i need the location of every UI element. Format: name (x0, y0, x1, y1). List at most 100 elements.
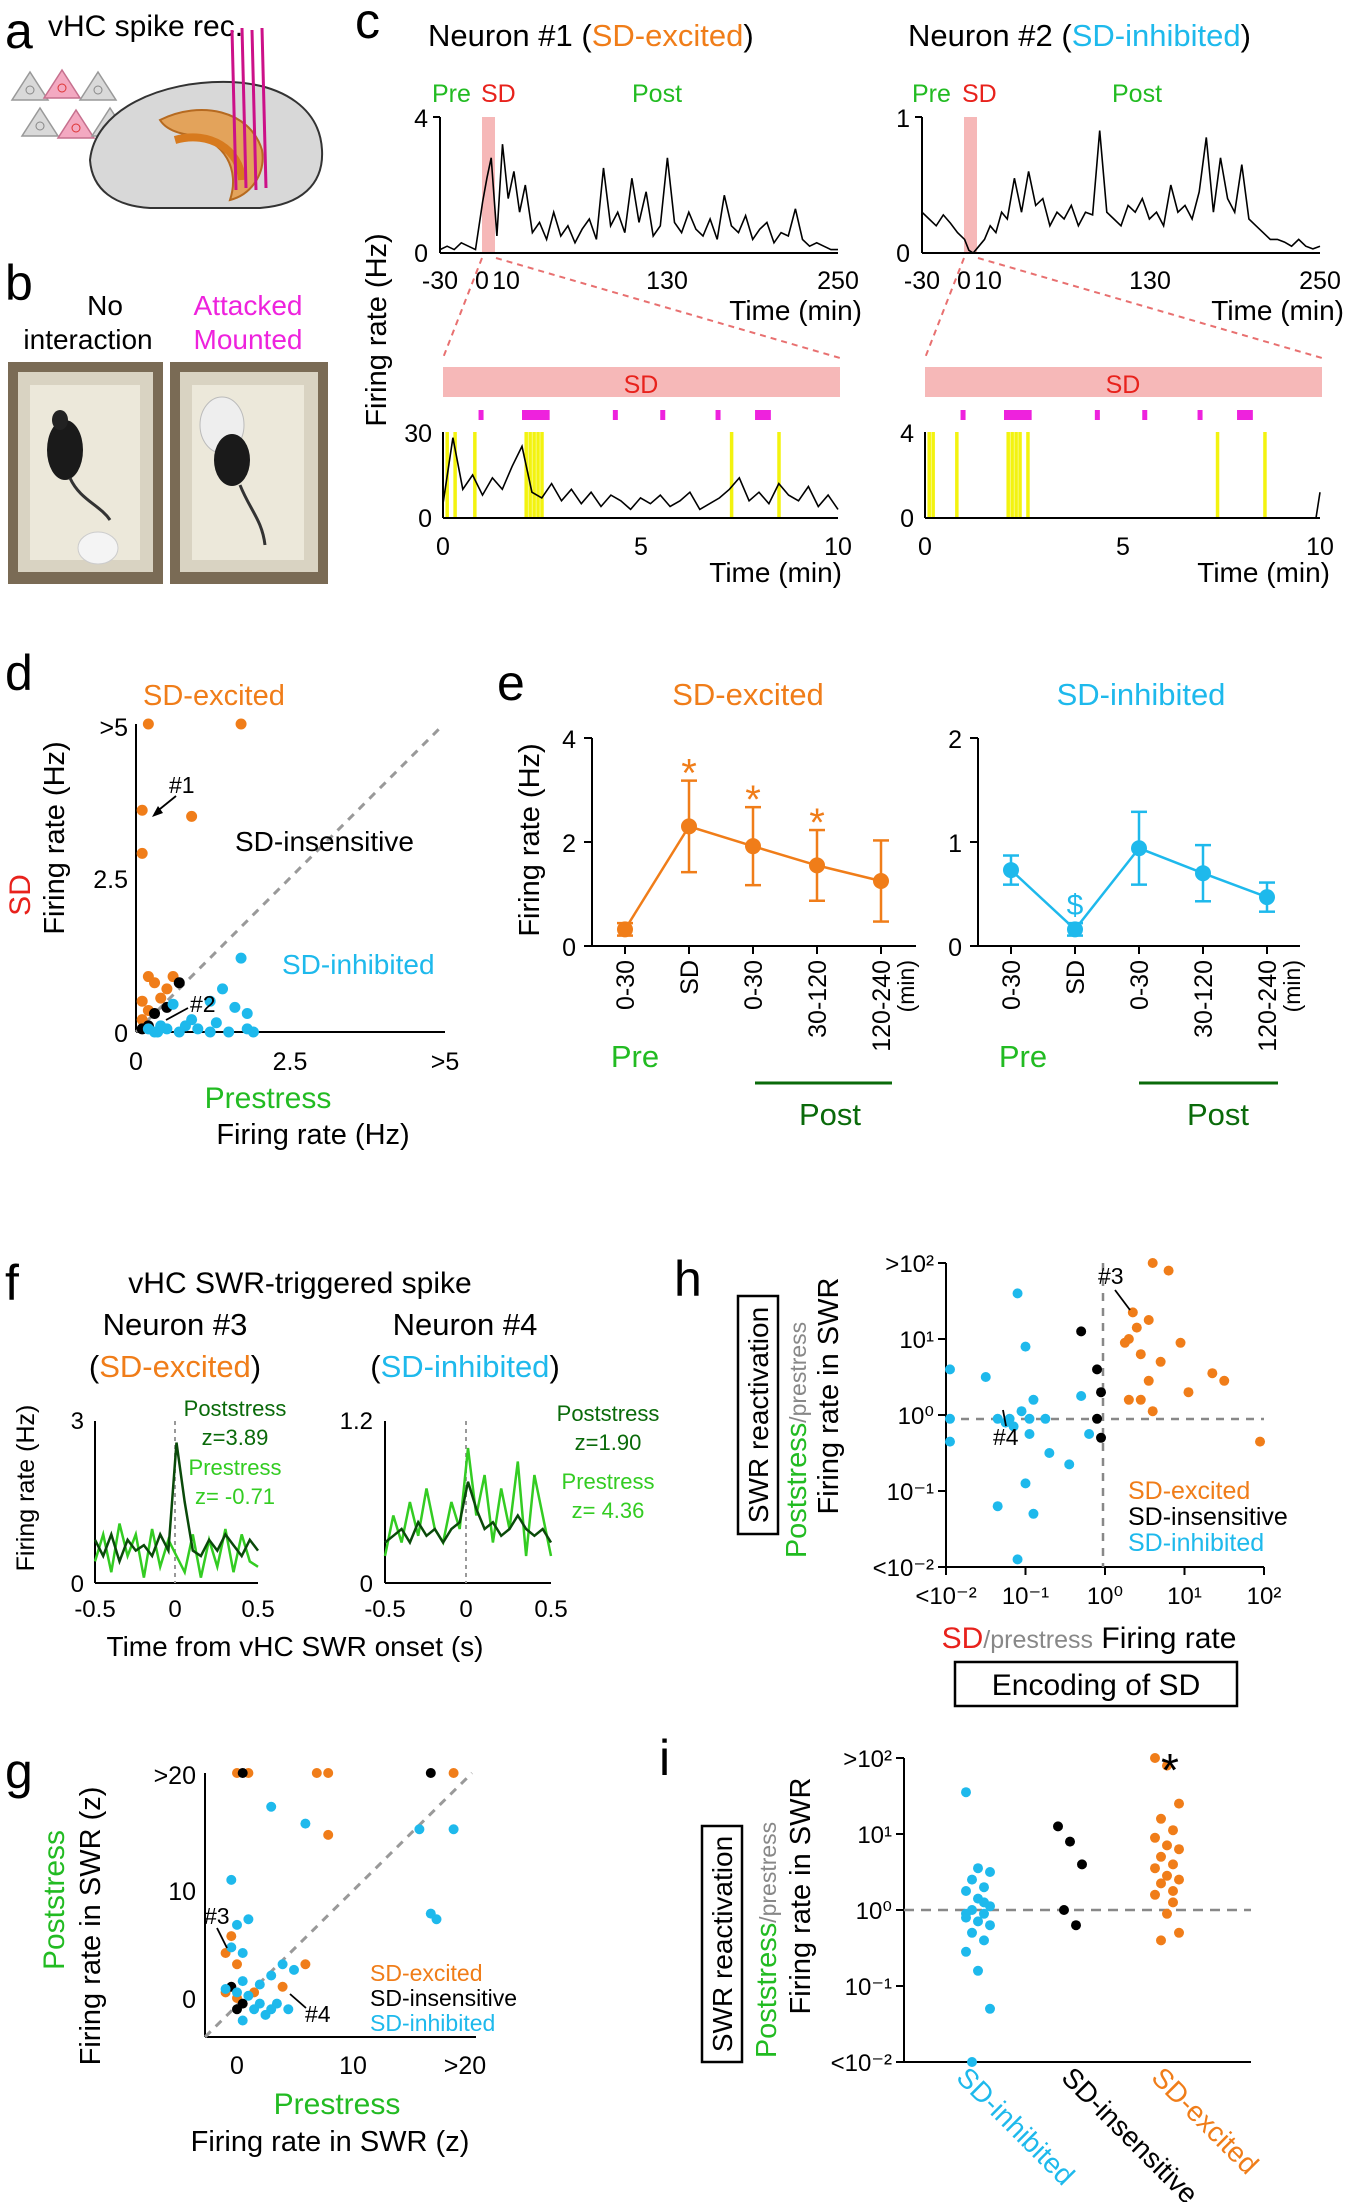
panel-i-strip-plot: <10⁻² 10⁻¹ 10⁰ 10¹ >10² (831, 1746, 1251, 2077)
point-sd-excited-17 (1147, 1406, 1158, 1417)
mean-point-4 (1259, 889, 1275, 906)
point-sd-excited-15 (1150, 1889, 1160, 1900)
point-sd-excited-9 (1168, 1859, 1178, 1870)
panel-d-xlabel: Firing rate (Hz) (216, 1119, 409, 1151)
point-sd-excited-4 (323, 1829, 334, 1840)
panel-g-xlabel: Firing rate in SWR (z) (191, 2126, 470, 2158)
panel-i-box-label: SWR reactivation (707, 1836, 738, 2052)
panel-c-ylabel: Firing rate (Hz) (361, 233, 393, 426)
point-sd-inhibited-4 (1028, 1394, 1039, 1405)
xtick-label-4: 120-240 (868, 960, 896, 1052)
neuron2-overview-plot: 1 0 -30 0 10 130 250 Time (min) (896, 105, 1344, 326)
point-sd-excited-6 (1119, 1337, 1130, 1348)
point-sd-excited-7 (161, 983, 173, 995)
panel-e-excited-ytick-0: 0 (562, 934, 576, 962)
point-sd-inhibited-4 (229, 1001, 241, 1013)
point-sd-excited-9 (1143, 1375, 1154, 1386)
point-sd-inhibited-1 (217, 983, 229, 995)
panel-g-ylabel-post: Poststress (38, 1830, 71, 1970)
neuron2-zoom-ytick-bottom: 0 (900, 505, 914, 533)
point-sd-excited-12 (1135, 1394, 1146, 1405)
attack-event-0 (960, 410, 966, 420)
point-sd-excited-3 (323, 1768, 334, 1778)
xtick-unit: (min) (1279, 960, 1305, 1012)
neuron2-zoom-connector-left (924, 257, 965, 359)
panel-g-ylabel: Firing rate in SWR (z) (75, 1787, 107, 2066)
neuron1-zoom-plot: 30 0 0 5 10 Time (min) (404, 410, 852, 588)
panel-e-title-excited: SD-excited (672, 677, 824, 712)
xtick-label-1: 10⁻¹ (1002, 1583, 1049, 1610)
panel-d-ylabel-sd: SD (4, 874, 37, 916)
point-sd-inhibited-0 (266, 1801, 277, 1812)
panel-g-annot-4: #4 (305, 2001, 331, 2027)
point-sd-inhibited-16 (1044, 1448, 1055, 1458)
ytick-label-2: 10⁰ (898, 1403, 934, 1430)
panel-g-ytick-max: >20 (154, 1762, 196, 1790)
point-sd-inhibited-7 (192, 1023, 204, 1035)
attack-event-4 (715, 410, 721, 420)
panel-label-e: e (497, 655, 525, 711)
point-sd-excited-3 (186, 810, 198, 822)
point-sd-inhibited-10 (173, 1026, 185, 1038)
attack-event-5 (755, 410, 771, 420)
panel-b-caption-left-1: No (87, 290, 123, 321)
point-sd-insensitive-3 (1092, 1413, 1103, 1424)
neuron1-zoom-xtick-10: 10 (824, 533, 852, 561)
panel-d-annot-2-arrow (165, 1007, 189, 1021)
panel-b-caption-left-2: interaction (23, 324, 152, 355)
point-sd-inhibited-17 (243, 1990, 254, 2001)
ytick-label-1: 10⁻¹ (845, 1974, 892, 2001)
panel-e-excited-ytick-4: 4 (562, 726, 576, 754)
point-sd-insensitive-4 (1096, 1432, 1107, 1443)
neuron1-xtick-0: 0 (475, 267, 489, 295)
panel-e-inhibited-plot: 2 1 0 $ 0-30 SD 0-30 30-120 120-240(min) (948, 726, 1305, 1052)
panel-h-ylabel-post: Poststress/prestress (781, 1322, 813, 1558)
xtick-label-0: 0-30 (998, 960, 1026, 1010)
panel-d: d SD-excited SD Firing rate (Hz) >5 2.5 … (4, 645, 459, 1151)
point-sd-inhibited-16 (973, 1965, 983, 1976)
panel-g-ytick-10: 10 (168, 1878, 196, 1906)
panel-f-n4-title: Neuron #4 (393, 1307, 538, 1342)
panel-g-xtick-max: >20 (444, 2052, 486, 2080)
attack-event-5 (1237, 410, 1253, 420)
point-sd-inhibited-21 (1028, 1508, 1039, 1519)
point-sd-excited-16 (1162, 1908, 1172, 1919)
panel-i-ylabel: Firing rate in SWR (785, 1778, 817, 2015)
point-sd-excited-13 (226, 1931, 237, 1942)
point-sd-insensitive-3 (149, 1008, 161, 1020)
panel-h-legend-excited: SD-excited (1128, 1477, 1250, 1505)
panel-f-n4-xtick-0: 0 (459, 1596, 472, 1623)
swr-event-7 (540, 432, 544, 518)
point-sd-excited-4 (1168, 1825, 1178, 1836)
point-sd-excited-7 (232, 1959, 242, 1970)
panel-label-f: f (5, 1255, 19, 1311)
mean-point-1 (681, 818, 697, 835)
point-sd-inhibited-1 (973, 1863, 983, 1874)
neuron2-xtick-10: 10 (974, 267, 1002, 295)
panel-h-ylabel: Firing rate in SWR (813, 1278, 845, 1515)
ytick-label-4: >10² (843, 1746, 892, 1773)
panel-h-legend-inhibited: SD-inhibited (1128, 1529, 1264, 1557)
panel-e-ylabel: Firing rate (Hz) (514, 743, 546, 936)
panel-label-i: i (659, 1730, 670, 1786)
point-sd-excited-4 (136, 847, 148, 859)
panel-a: a vHC spike rec. (5, 3, 324, 209)
panel-e-title-inhibited: SD-inhibited (1057, 677, 1226, 712)
neuron2-zoom-xlabel: Time (min) (1197, 557, 1330, 588)
point-sd-insensitive-1 (425, 1768, 436, 1778)
panel-h-box-label: SWR reactivation (743, 1307, 774, 1523)
mean-point-2 (1131, 840, 1147, 857)
neuron2-xlabel: Time (min) (1211, 295, 1344, 326)
significance-mark-1: * (681, 752, 697, 796)
point-sd-inhibited-16 (232, 1987, 242, 1998)
point-sd-insensitive-3 (237, 1998, 248, 2009)
point-sd-inhibited-12 (985, 1920, 995, 1931)
neuron1-rate-trace (439, 144, 838, 251)
neuron1-zoom-trace (442, 437, 839, 511)
neuron2-xtick-250: 250 (1299, 267, 1341, 295)
panel-h-annot-3: #3 (1098, 1263, 1124, 1289)
ytick-label-1: 10⁻¹ (887, 1479, 934, 1506)
panel-b: b No interaction Attacked Mounted (5, 255, 328, 584)
point-sd-inhibited-3 (967, 1874, 977, 1885)
